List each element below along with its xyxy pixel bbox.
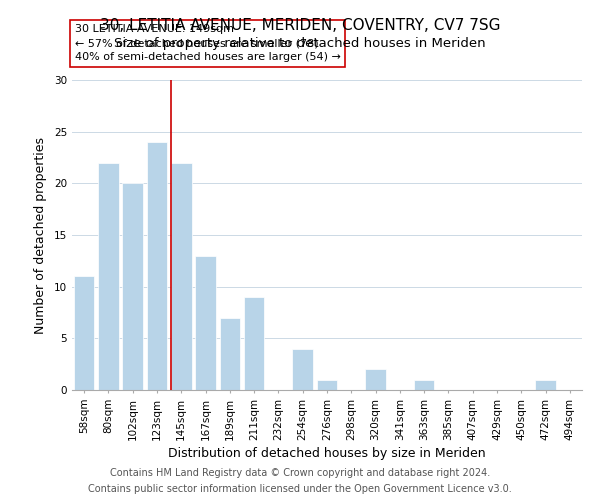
Bar	[414, 380, 434, 390]
Bar	[98, 162, 119, 390]
Bar	[292, 348, 313, 390]
Text: Contains public sector information licensed under the Open Government Licence v3: Contains public sector information licen…	[88, 484, 512, 494]
Bar	[122, 184, 143, 390]
Bar	[171, 162, 191, 390]
Bar	[195, 256, 216, 390]
Y-axis label: Number of detached properties: Number of detached properties	[34, 136, 47, 334]
Text: Size of property relative to detached houses in Meriden: Size of property relative to detached ho…	[114, 38, 486, 51]
X-axis label: Distribution of detached houses by size in Meriden: Distribution of detached houses by size …	[168, 446, 486, 460]
Bar	[244, 297, 265, 390]
Bar	[535, 380, 556, 390]
Text: 30 LETITIA AVENUE: 149sqm
← 57% of detached houses are smaller (78)
40% of semi-: 30 LETITIA AVENUE: 149sqm ← 57% of detac…	[74, 24, 340, 62]
Bar	[74, 276, 94, 390]
Bar	[317, 380, 337, 390]
Text: 30, LETITIA AVENUE, MERIDEN, COVENTRY, CV7 7SG: 30, LETITIA AVENUE, MERIDEN, COVENTRY, C…	[100, 18, 500, 32]
Bar	[220, 318, 240, 390]
Bar	[365, 370, 386, 390]
Bar	[146, 142, 167, 390]
Text: Contains HM Land Registry data © Crown copyright and database right 2024.: Contains HM Land Registry data © Crown c…	[110, 468, 490, 477]
